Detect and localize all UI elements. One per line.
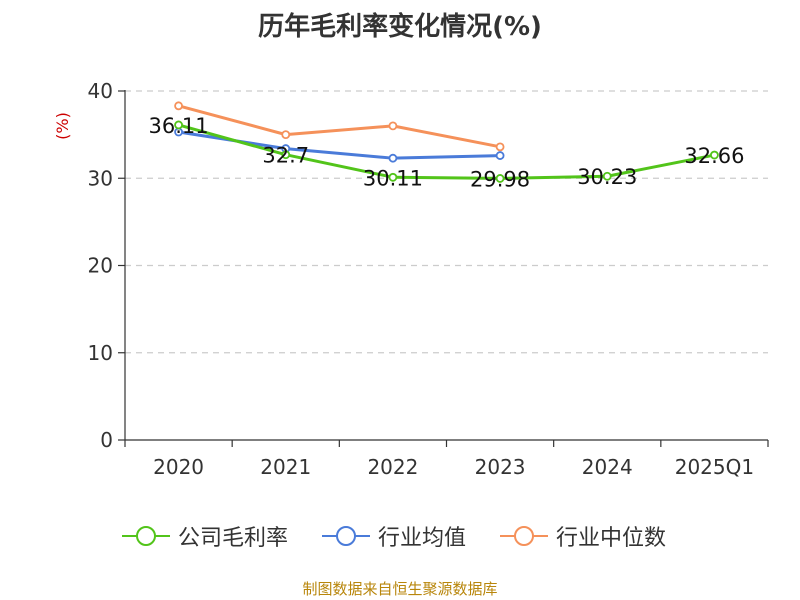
y-tick-label: 10 bbox=[88, 341, 113, 365]
x-tick-label: 2024 bbox=[582, 455, 633, 479]
y-tick-label: 0 bbox=[100, 428, 113, 452]
legend-label-industry-mean: 行业均值 bbox=[378, 526, 467, 551]
source-note: 制图数据来自恒生聚源数据库 bbox=[302, 580, 498, 598]
data-point bbox=[602, 171, 612, 181]
x-tick-label: 2023 bbox=[475, 455, 526, 479]
data-label: 32.7 bbox=[262, 144, 309, 168]
y-tick-label: 40 bbox=[88, 79, 113, 103]
series-line-2 bbox=[178, 104, 501, 149]
data-label: 36.11 bbox=[149, 114, 209, 138]
legend-label-company: 公司毛利率 bbox=[178, 526, 289, 551]
legend-item-industry-median[interactable]: 行业中位数 bbox=[500, 520, 666, 552]
x-tick-label: 2022 bbox=[367, 455, 418, 479]
data-point bbox=[388, 153, 398, 163]
data-point bbox=[174, 120, 183, 130]
y-tick-label: 30 bbox=[88, 166, 113, 190]
data-point bbox=[495, 142, 505, 152]
data-point bbox=[495, 174, 505, 183]
data-point bbox=[281, 130, 291, 140]
data-point bbox=[281, 150, 291, 160]
legend-marker-company bbox=[122, 526, 170, 546]
data-label: 30.23 bbox=[577, 165, 637, 189]
label-layer: 36.11 32.7 30.11 29.98 30.23 32.66 bbox=[149, 114, 745, 191]
series-layer bbox=[174, 101, 719, 183]
data-label: 32.66 bbox=[684, 144, 744, 168]
x-tick-label: 2021 bbox=[260, 455, 311, 479]
x-tick-label: 2020 bbox=[153, 455, 204, 479]
data-label: 29.98 bbox=[470, 167, 530, 191]
chart-title: 历年毛利率变化情况(%) bbox=[258, 12, 542, 42]
data-point bbox=[495, 151, 505, 160]
series-line-0 bbox=[178, 123, 715, 180]
data-point bbox=[174, 101, 183, 111]
data-label: 30.11 bbox=[363, 166, 423, 190]
data-point bbox=[388, 172, 398, 182]
legend-item-industry-mean[interactable]: 行业均值 bbox=[322, 520, 466, 552]
axis-layer: 0 10 20 30 40 2020 2021 2022 2023 2024 2025Q1 bbox=[88, 79, 769, 479]
legend-label-industry-median: 行业中位数 bbox=[556, 526, 667, 551]
legend-marker-industry-mean bbox=[322, 526, 370, 546]
grid-layer bbox=[125, 90, 768, 354]
y-axis-label: (%) bbox=[53, 112, 72, 140]
data-point bbox=[388, 121, 398, 131]
legend-item-company[interactable]: 公司毛利率 bbox=[122, 520, 288, 552]
data-point bbox=[710, 150, 719, 160]
legend-marker-industry-median bbox=[500, 526, 548, 546]
y-tick-label: 20 bbox=[88, 254, 113, 278]
x-tick-label: 2025Q1 bbox=[675, 455, 754, 479]
